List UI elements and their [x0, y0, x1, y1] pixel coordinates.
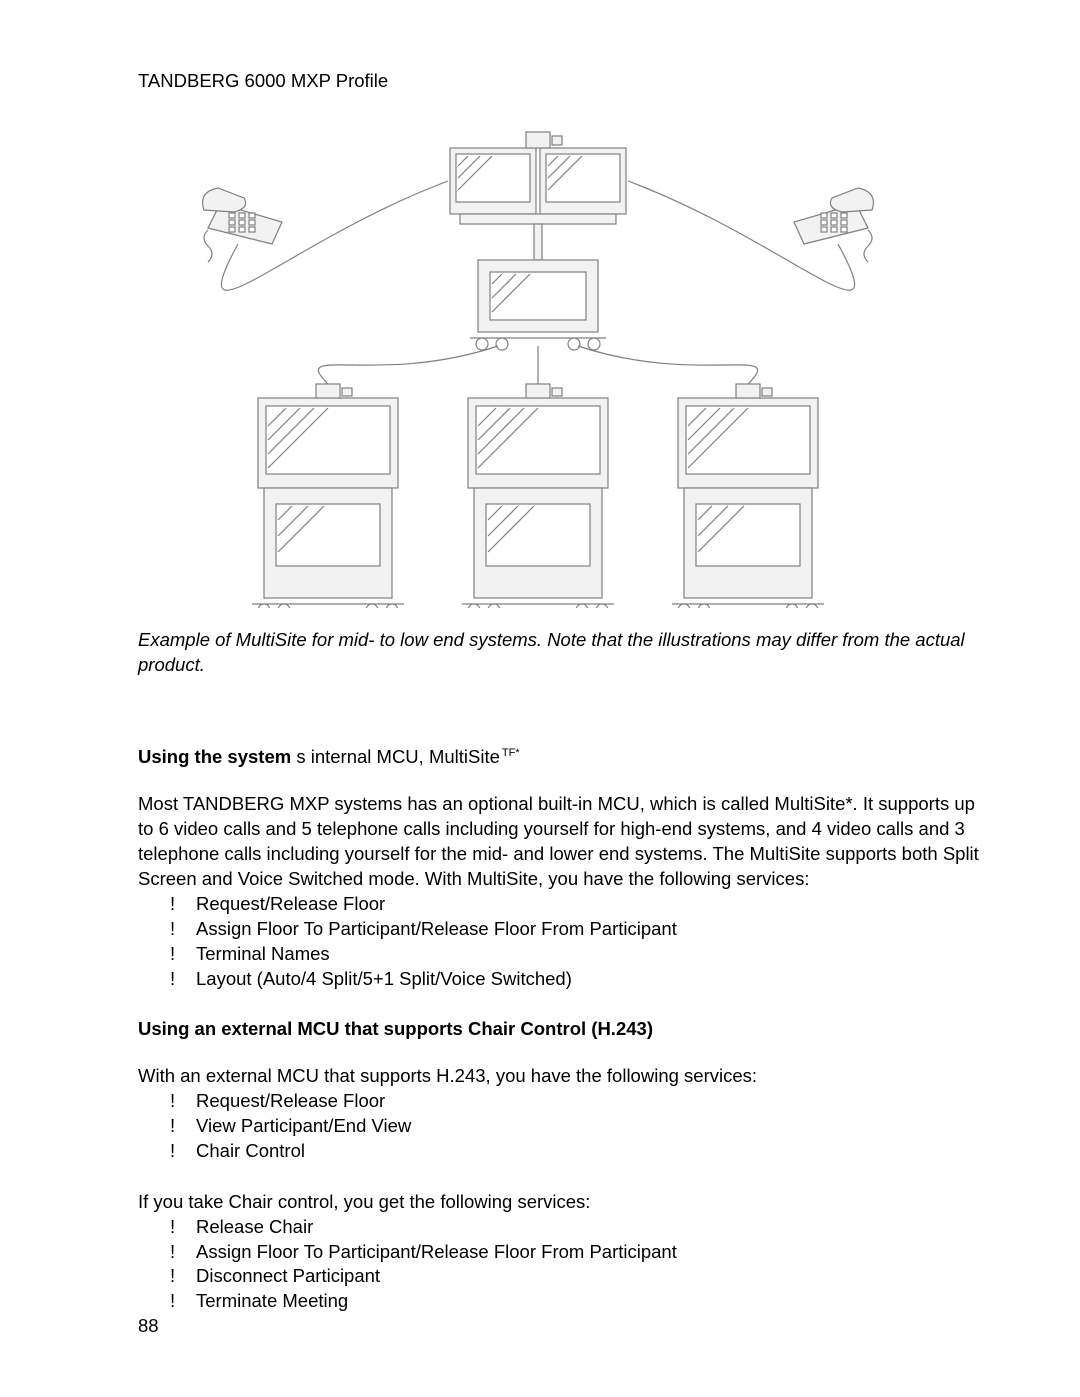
list-item: Assign Floor To Participant/Release Floo… — [138, 917, 980, 942]
list-item: Chair Control — [138, 1139, 980, 1164]
list-item: View Participant/End View — [138, 1114, 980, 1139]
list-item: Layout (Auto/4 Split/5+1 Split/Voice Swi… — [138, 967, 980, 992]
list-item: Terminate Meeting — [138, 1289, 980, 1314]
section1-title-bold: Using the system — [138, 746, 291, 767]
section1-title-suffix: TF* — [502, 747, 520, 759]
section1-title-plain: s internal MCU, MultiSite — [291, 746, 500, 767]
section1-list: Request/Release Floor Assign Floor To Pa… — [138, 892, 980, 992]
list-item: Request/Release Floor — [138, 1089, 980, 1114]
section3-paragraph: If you take Chair control, you get the f… — [138, 1190, 980, 1215]
list-item: Assign Floor To Participant/Release Floo… — [138, 1240, 980, 1265]
multisite-diagram-svg — [138, 118, 938, 608]
page-number: 88 — [138, 1315, 159, 1337]
section1-title: Using the system s internal MCU, MultiSi… — [138, 746, 980, 768]
section2-paragraph: With an external MCU that supports H.243… — [138, 1064, 980, 1089]
page-header: TANDBERG 6000 MXP Profile — [138, 70, 980, 92]
figure-caption: Example of MultiSite for mid- to low end… — [138, 628, 980, 678]
list-item: Terminal Names — [138, 942, 980, 967]
list-item: Request/Release Floor — [138, 892, 980, 917]
section3-list: Release ChairAssign Floor To Participant… — [138, 1215, 980, 1315]
document-page: TANDBERG 6000 MXP Profile Example of Mul… — [0, 0, 1080, 1397]
list-item: Disconnect Participant — [138, 1264, 980, 1289]
list-item: Release Chair — [138, 1215, 980, 1240]
section2-title: Using an external MCU that supports Chai… — [138, 1018, 980, 1040]
section2-list: Request/Release FloorView Participant/En… — [138, 1089, 980, 1164]
multisite-diagram — [138, 118, 938, 608]
section1-paragraph: Most TANDBERG MXP systems has an optiona… — [138, 792, 980, 892]
